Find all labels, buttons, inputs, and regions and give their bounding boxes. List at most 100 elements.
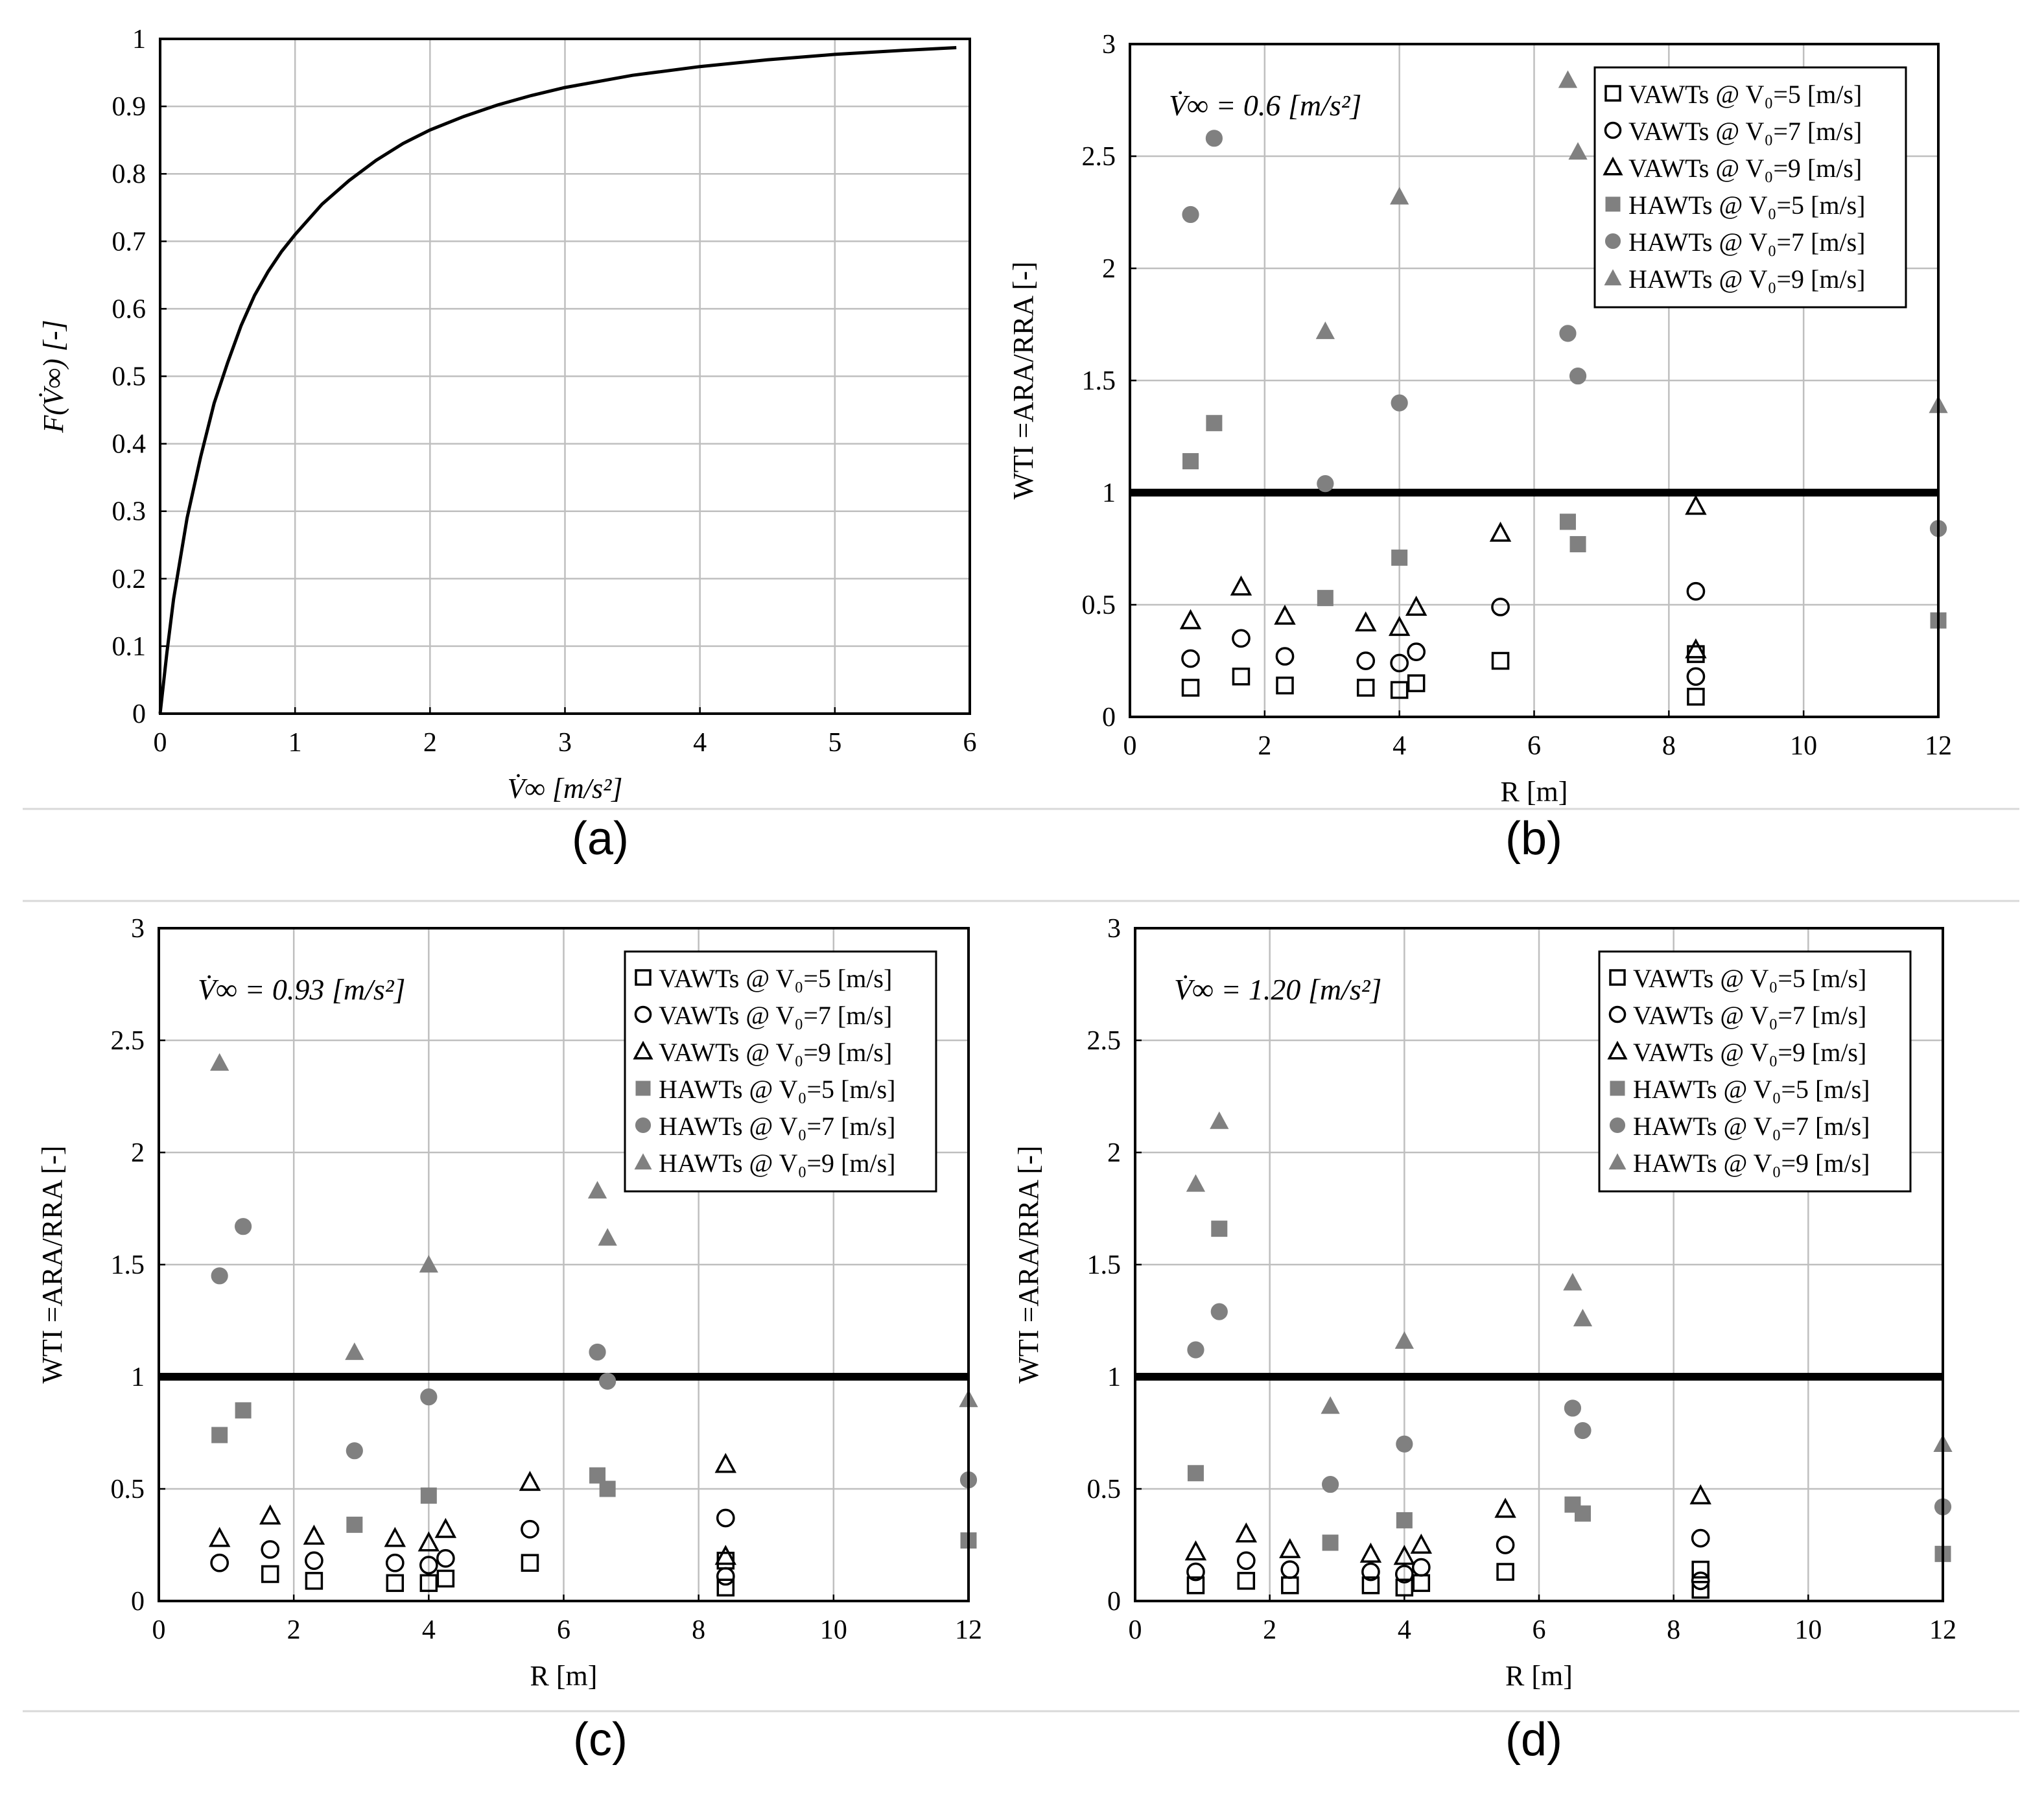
data-point-triangle-open xyxy=(417,1531,440,1552)
legend-marker xyxy=(1610,1081,1625,1096)
data-point-triangle-open xyxy=(714,1545,737,1565)
data-point-triangle-filled xyxy=(1568,142,1588,160)
data-point-triangle-open xyxy=(714,1453,737,1473)
y-tick-label: 1 xyxy=(132,25,146,54)
y-tick-label: 0 xyxy=(132,699,146,729)
data-point-circle-open xyxy=(1181,649,1200,668)
data-point-triangle-open xyxy=(1235,1522,1258,1543)
data-point-circle-open xyxy=(1491,598,1510,616)
x-tick-label: 8 xyxy=(692,1615,705,1645)
legend-marker xyxy=(633,1040,653,1060)
y-tick-label: 2.5 xyxy=(111,1026,145,1056)
legend-entry-label: HAWTs @ V₀=9 [m/s] xyxy=(659,1149,895,1178)
data-point-triangle-open xyxy=(1230,575,1252,596)
legend-marker xyxy=(1604,269,1622,286)
chart-panel-b: 0 2 4 6 8 10 12 0 0.5 1 1.5 2 2.5 3 R [m] WTI =ARA/RRA … xyxy=(1007,30,1952,808)
x-tick-label: 0 xyxy=(154,728,167,758)
legend-box xyxy=(624,950,937,1193)
data-point-circle-open xyxy=(210,1553,229,1572)
data-point-square-filled xyxy=(420,1487,437,1504)
x-tick-label: 4 xyxy=(693,728,707,758)
legend-marker xyxy=(634,1005,652,1023)
chart-panel-c: 0 2 4 6 8 10 12 0 0.5 1 1.5 2 2.5 3 R [m] WTI =ARA/RRA … xyxy=(36,914,982,1692)
data-point-circle-filled xyxy=(1317,475,1334,493)
data-point-square-filled xyxy=(346,1516,363,1533)
data-point-circle-open xyxy=(1411,1558,1431,1577)
data-point-triangle-filled xyxy=(345,1342,364,1361)
data-point-triangle-open xyxy=(1689,1484,1711,1504)
data-point-square-open xyxy=(1237,1572,1256,1590)
legend-box xyxy=(1598,950,1912,1193)
data-point-circle-filled xyxy=(1396,1435,1413,1453)
legend-entry-label: VAWTs @ V₀=5 [m/s] xyxy=(1633,964,1866,993)
data-point-square-open xyxy=(1281,1576,1299,1595)
x-tick-label: 10 xyxy=(1790,731,1817,761)
data-point-circle-open xyxy=(1496,1536,1515,1554)
data-point-square-open xyxy=(1407,674,1426,692)
series-line xyxy=(158,46,957,714)
legend-entry-label: VAWTs @ V₀=9 [m/s] xyxy=(1628,154,1862,183)
x-axis-label: R [m] xyxy=(1505,1660,1573,1692)
chart-panel-a: 0 1 2 3 4 5 6 0 0.1 0.2 0.3 0.4 0.5 0.6 0.7 0.8 0.9 1 V̇∞ … xyxy=(38,25,977,804)
legend-box xyxy=(1593,66,1907,309)
x-tick-label: 1 xyxy=(288,728,302,758)
data-point-circle-open xyxy=(1686,667,1706,686)
y-tick-label: 3 xyxy=(1102,30,1116,60)
data-point-circle-open xyxy=(1236,1551,1256,1571)
x-axis-label: V̇∞ [m/s²] xyxy=(508,773,623,804)
data-point-square-open xyxy=(1390,681,1409,699)
data-point-square-open xyxy=(1361,1576,1380,1595)
y-tick-label: 0.2 xyxy=(112,565,147,594)
data-point-circle-open xyxy=(1186,1562,1205,1582)
x-tick-label: 12 xyxy=(1929,1615,1956,1645)
data-point-square-filled xyxy=(1317,590,1333,607)
x-tick-label: 6 xyxy=(963,728,977,758)
panel-label: (c) xyxy=(573,1714,628,1766)
x-tick-label: 12 xyxy=(1925,731,1952,761)
y-axis-label: F(V̇∞) [-] xyxy=(38,320,69,433)
legend-entry-label: VAWTs @ V₀=5 [m/s] xyxy=(659,964,892,993)
data-point-triangle-open xyxy=(1685,638,1707,659)
data-point-circle-filled xyxy=(346,1442,363,1460)
data-point-square-open xyxy=(436,1569,455,1588)
data-point-triangle-filled xyxy=(1315,321,1335,340)
data-point-circle-open xyxy=(261,1540,280,1559)
x-axis-label: R [m] xyxy=(530,1660,598,1692)
x-tick-label: 2 xyxy=(1258,731,1271,761)
data-point-square-open xyxy=(419,1574,438,1593)
legend-marker xyxy=(1608,1005,1627,1023)
data-point-circle-open xyxy=(1394,1565,1414,1584)
data-point-square-filled xyxy=(599,1480,616,1497)
data-point-triangle-open xyxy=(1685,495,1707,515)
data-point-triangle-open xyxy=(208,1526,231,1547)
plot-frame xyxy=(159,38,971,715)
x-tick-label: 2 xyxy=(1263,1615,1276,1645)
x-tick-label: 4 xyxy=(1398,1615,1411,1645)
data-point-triangle-open xyxy=(1393,1545,1416,1565)
legend-marker xyxy=(1604,85,1621,102)
data-point-circle-open xyxy=(419,1556,438,1574)
data-point-square-filled xyxy=(1574,1505,1591,1522)
y-tick-label: 0.4 xyxy=(112,430,147,460)
data-point-triangle-filled xyxy=(419,1255,438,1273)
y-tick-label: 0.1 xyxy=(112,632,147,662)
data-point-circle-open xyxy=(436,1549,455,1568)
data-point-circle-open xyxy=(716,1567,735,1586)
data-point-circle-filled xyxy=(1391,394,1408,412)
y-tick-label: 0.8 xyxy=(112,159,147,189)
data-point-circle-filled xyxy=(1564,1399,1582,1417)
legend-entry-label: HAWTs @ V₀=7 [m/s] xyxy=(1628,228,1865,257)
legend-entry-label: VAWTs @ V₀=7 [m/s] xyxy=(659,1001,892,1030)
data-point-triangle-open xyxy=(384,1526,406,1547)
legend-entry-label: VAWTs @ V₀=9 [m/s] xyxy=(1633,1038,1866,1067)
data-point-triangle-open xyxy=(1354,611,1377,632)
y-tick-label: 0.7 xyxy=(112,227,147,257)
data-point-square-open xyxy=(1412,1574,1431,1593)
data-point-square-open xyxy=(261,1565,279,1584)
data-point-circle-open xyxy=(305,1551,323,1571)
x-tick-label: 10 xyxy=(1794,1615,1822,1645)
y-tick-label: 1.5 xyxy=(1082,366,1116,396)
x-tick-label: 8 xyxy=(1662,731,1676,761)
